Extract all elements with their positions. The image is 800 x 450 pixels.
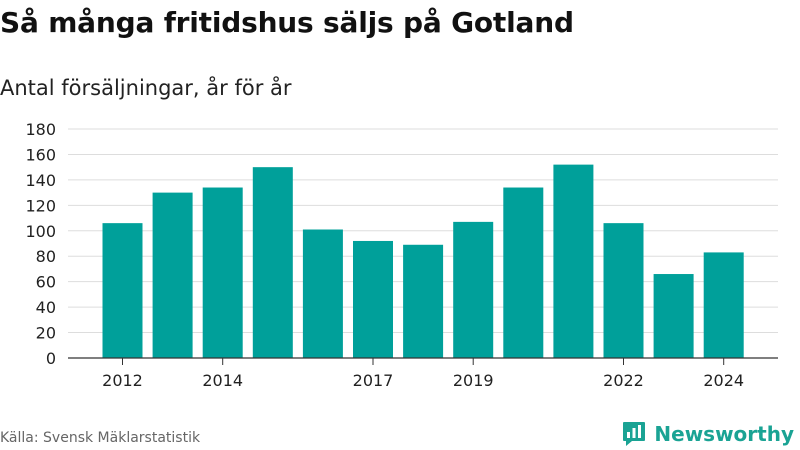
- bar-2018: [403, 244, 444, 358]
- x-tick-label: 2012: [102, 371, 143, 390]
- brand-logo[interactable]: Newsworthy: [622, 421, 794, 447]
- bar-2022: [603, 223, 644, 358]
- bar-2014: [202, 187, 243, 358]
- bar-2019: [453, 221, 494, 358]
- bars: [102, 164, 744, 358]
- x-tick-label: 2017: [353, 371, 394, 390]
- y-tick-label: 80: [36, 247, 56, 266]
- bar-2012: [102, 223, 143, 358]
- chart-title: Så många fritidshus säljs på Gotland: [0, 6, 574, 39]
- y-tick-label: 120: [25, 196, 56, 215]
- x-tick-label: 2024: [703, 371, 744, 390]
- brand-name: Newsworthy: [654, 422, 794, 446]
- x-tick-label: 2014: [202, 371, 243, 390]
- bar-2021: [553, 164, 594, 358]
- y-tick-label: 140: [25, 171, 56, 190]
- bar-2024: [703, 252, 744, 358]
- bar-2013: [152, 192, 193, 358]
- x-tick-label: 2022: [603, 371, 644, 390]
- newsworthy-logo-icon: [623, 422, 646, 446]
- y-tick-label: 0: [46, 349, 56, 368]
- source-note: Källa: Svensk Mäklarstatistik: [0, 430, 201, 446]
- bar-2020: [503, 187, 544, 358]
- y-tick-label: 180: [25, 120, 56, 139]
- bar-2017: [353, 240, 393, 358]
- y-tick-label: 40: [36, 298, 56, 317]
- bar-2016: [302, 229, 343, 358]
- bar-2023: [653, 274, 694, 358]
- x-tick-label: 2019: [453, 371, 494, 390]
- bar-2015: [252, 167, 293, 358]
- chart-subtitle: Antal försäljningar, år för år: [0, 76, 292, 100]
- y-tick-label: 160: [25, 145, 56, 164]
- y-tick-label: 60: [36, 273, 56, 292]
- axes: 0 20 40 60 80 100 120 140 160 180 2012 2014 2017 2019…: [25, 120, 778, 390]
- y-tick-label: 100: [25, 222, 56, 241]
- y-tick-label: 20: [36, 324, 56, 343]
